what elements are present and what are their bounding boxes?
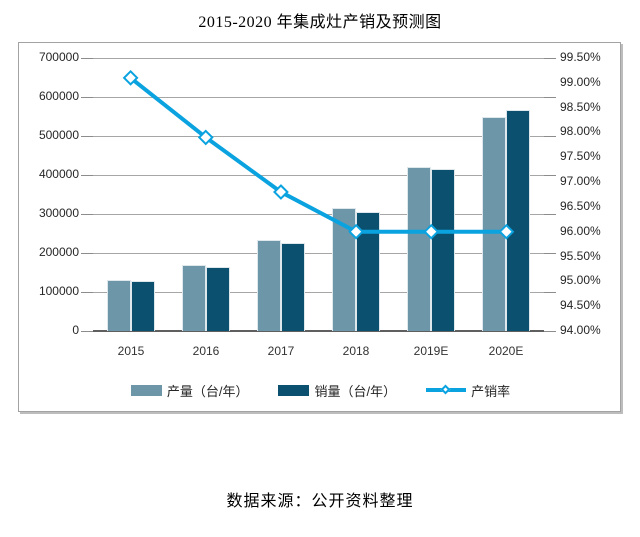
chart-frame: 700000 600000 500000 400000 300000 200000 1000… bbox=[18, 42, 621, 412]
gridline bbox=[93, 97, 544, 98]
right-axis-label: 97.00% bbox=[560, 174, 601, 189]
right-tick bbox=[544, 136, 556, 137]
right-axis-label: 95.00% bbox=[560, 273, 601, 288]
rate-point-marker bbox=[273, 184, 289, 200]
right-tick bbox=[544, 331, 556, 332]
gridline bbox=[93, 175, 544, 176]
gridline bbox=[93, 58, 544, 59]
sales-bar bbox=[506, 110, 530, 331]
x-axis-label: 2016 bbox=[192, 344, 220, 358]
sales-bar bbox=[206, 267, 230, 331]
source-note: 数据来源：公开资料整理 bbox=[226, 493, 414, 510]
rate-point-marker bbox=[197, 129, 214, 146]
left-axis-label: 700000 bbox=[38, 50, 79, 64]
right-axis-label: 94.50% bbox=[560, 298, 601, 313]
right-tick bbox=[544, 58, 556, 59]
left-axis-label: 300000 bbox=[38, 206, 79, 220]
x-axis-label: 2017 bbox=[267, 344, 295, 358]
left-tick bbox=[81, 331, 93, 332]
right-axis-label: 98.00% bbox=[560, 124, 601, 139]
left-tick bbox=[81, 175, 93, 176]
rate-point-marker bbox=[122, 69, 139, 86]
gridline bbox=[93, 253, 544, 254]
legend-label: 销量（台/年） bbox=[314, 383, 397, 399]
left-axis-label: 400000 bbox=[38, 167, 79, 181]
diamond-marker-icon bbox=[440, 384, 451, 395]
production-swatch bbox=[130, 384, 162, 396]
sales-bar bbox=[431, 169, 455, 331]
right-axis-label: 98.50% bbox=[560, 99, 601, 114]
plot-area bbox=[93, 58, 544, 332]
x-axis-label: 2019E bbox=[413, 344, 449, 358]
legend-label: 产量（台/年） bbox=[166, 383, 249, 399]
legend-label: 产销率 bbox=[471, 383, 511, 399]
left-axis-label: 500000 bbox=[38, 128, 79, 142]
chart-title: 2015-2020 年集成灶产销及预测图 bbox=[198, 14, 442, 31]
left-tick bbox=[81, 253, 93, 254]
sales-swatch bbox=[278, 384, 310, 396]
right-axis-label: 99.00% bbox=[560, 74, 601, 89]
x-axis-line bbox=[93, 330, 544, 332]
gridline bbox=[93, 292, 544, 293]
legend: 产量（台/年） 销量（台/年） 产销率 bbox=[19, 377, 622, 403]
x-axis-label: 2020E bbox=[488, 344, 524, 358]
right-tick bbox=[544, 97, 556, 98]
left-tick bbox=[81, 136, 93, 137]
right-tick bbox=[544, 253, 556, 254]
sales-bar bbox=[131, 281, 155, 331]
right-axis-label: 99.50% bbox=[560, 50, 601, 64]
left-tick bbox=[81, 97, 93, 98]
gridline bbox=[93, 136, 544, 137]
right-tick bbox=[544, 214, 556, 215]
production-bar bbox=[407, 167, 431, 331]
right-tick bbox=[544, 292, 556, 293]
left-axis-label: 200000 bbox=[38, 245, 79, 259]
right-axis-label: 97.50% bbox=[560, 149, 601, 164]
right-axis-label: 95.50% bbox=[560, 248, 601, 263]
legend-item: 产量（台/年） bbox=[130, 381, 249, 400]
production-bar bbox=[482, 117, 506, 331]
right-axis-label: 96.00% bbox=[560, 223, 601, 238]
rate-point-marker bbox=[423, 223, 440, 240]
right-axis-label: 94.00% bbox=[560, 323, 601, 337]
left-axis-label: 600000 bbox=[38, 89, 79, 103]
production-bar bbox=[107, 280, 131, 331]
x-axis-label: 2015 bbox=[117, 344, 145, 358]
gridline bbox=[93, 214, 544, 215]
production-bar bbox=[257, 240, 281, 331]
legend-item: 产销率 bbox=[426, 381, 510, 400]
x-axis-label: 2018 bbox=[342, 344, 370, 358]
rate-point-marker bbox=[498, 223, 515, 240]
rate-line-swatch bbox=[426, 384, 467, 396]
left-axis-label: 0 bbox=[72, 323, 79, 337]
rate-point-marker bbox=[348, 223, 364, 240]
rate-line-layer bbox=[122, 69, 515, 240]
left-tick bbox=[81, 58, 93, 59]
right-tick bbox=[544, 175, 556, 176]
right-axis-label: 96.50% bbox=[560, 198, 601, 213]
left-tick bbox=[81, 292, 93, 293]
production-bar bbox=[182, 265, 206, 331]
sales-bar bbox=[281, 243, 305, 331]
left-tick bbox=[81, 214, 93, 215]
legend-item: 销量（台/年） bbox=[278, 381, 396, 400]
rate-line bbox=[129, 76, 507, 234]
left-axis-label: 100000 bbox=[38, 284, 79, 298]
